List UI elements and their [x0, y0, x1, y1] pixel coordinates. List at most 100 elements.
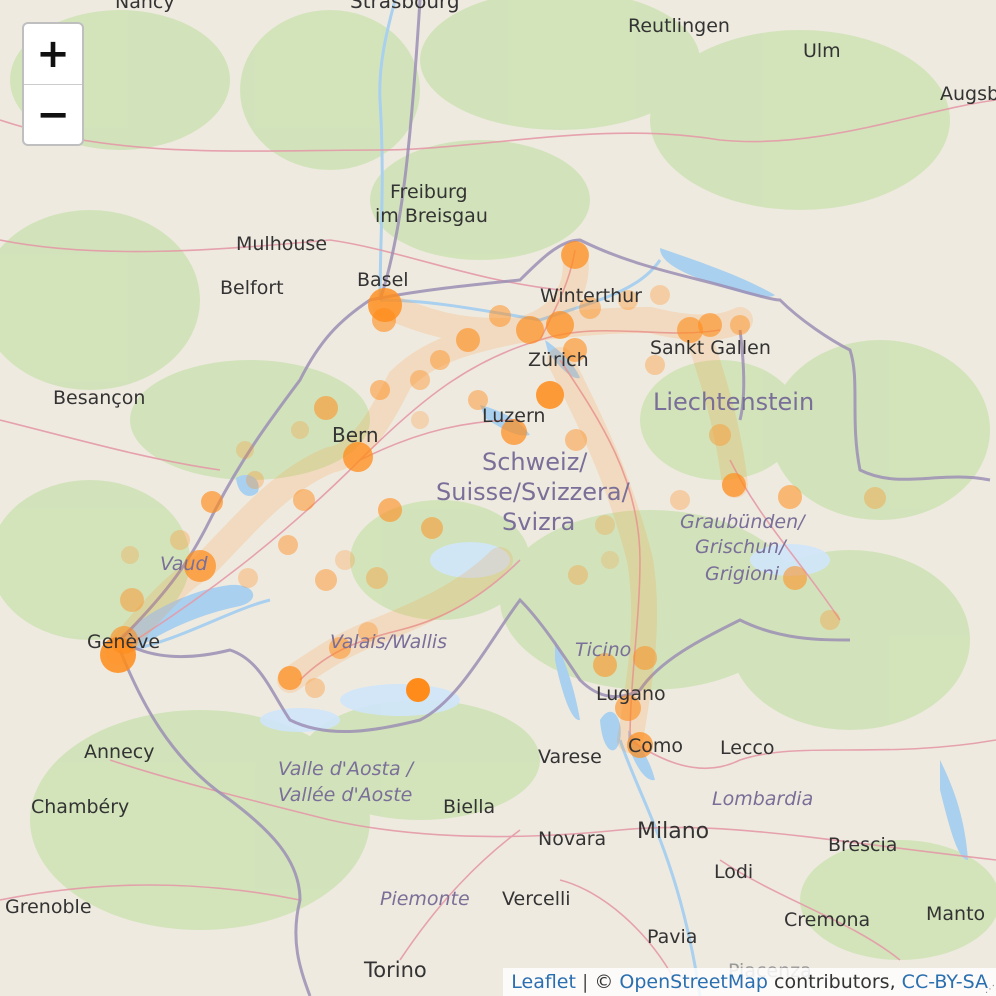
- label-lodi: Lodi: [714, 861, 753, 883]
- data-marker[interactable]: [536, 381, 564, 409]
- label-nancy: Nancy: [115, 0, 175, 13]
- label-valais: Valais/Wallis: [330, 631, 447, 653]
- zoom-control: + −: [22, 22, 84, 146]
- data-marker[interactable]: [278, 535, 298, 555]
- label-torino: Torino: [363, 958, 427, 982]
- data-marker[interactable]: [343, 442, 373, 472]
- label-piemonte: Piemonte: [380, 888, 470, 910]
- data-marker[interactable]: [315, 569, 337, 591]
- forest-areas: [0, 0, 996, 960]
- data-marker[interactable]: [546, 311, 574, 339]
- data-marker[interactable]: [278, 666, 302, 690]
- zoom-in-button[interactable]: +: [24, 24, 82, 85]
- lake-maggiore: [555, 640, 580, 721]
- data-marker[interactable]: [820, 610, 840, 630]
- data-marker[interactable]: [627, 732, 653, 758]
- data-marker[interactable]: [120, 588, 144, 612]
- data-marker[interactable]: [516, 316, 544, 344]
- zoom-out-button[interactable]: −: [36, 92, 70, 138]
- data-marker[interactable]: [358, 622, 378, 642]
- data-marker[interactable]: [618, 290, 638, 310]
- data-marker[interactable]: [709, 424, 731, 446]
- data-marker[interactable]: [335, 550, 355, 570]
- data-marker[interactable]: [670, 490, 690, 510]
- leaflet-link[interactable]: Leaflet: [511, 971, 576, 993]
- data-marker[interactable]: [238, 568, 258, 588]
- label-lugano: Lugano: [596, 683, 666, 705]
- data-marker[interactable]: [783, 566, 807, 590]
- data-marker[interactable]: [406, 678, 430, 702]
- label-sanktgallen: Sankt Gallen: [650, 337, 771, 359]
- data-marker[interactable]: [201, 491, 223, 513]
- data-marker[interactable]: [563, 338, 587, 362]
- data-marker[interactable]: [329, 637, 351, 659]
- data-marker[interactable]: [372, 308, 396, 332]
- label-vercelli: Vercelli: [502, 888, 571, 910]
- data-marker[interactable]: [370, 380, 390, 400]
- data-marker[interactable]: [595, 515, 615, 535]
- data-marker[interactable]: [456, 328, 480, 352]
- label-zurich: Zürich: [528, 349, 589, 371]
- data-marker[interactable]: [864, 487, 886, 509]
- data-marker[interactable]: [170, 530, 190, 550]
- data-marker[interactable]: [421, 517, 443, 539]
- license-link[interactable]: CC-BY-SA: [901, 971, 988, 993]
- lake-neuchatel: [236, 474, 259, 496]
- rivers: [129, 0, 702, 996]
- data-marker[interactable]: [110, 626, 138, 654]
- data-marker[interactable]: [305, 678, 325, 698]
- data-marker[interactable]: [378, 498, 402, 522]
- data-marker[interactable]: [565, 429, 587, 451]
- data-marker[interactable]: [561, 241, 589, 269]
- data-marker[interactable]: [291, 421, 309, 439]
- label-graubunden-2: Grischun/: [695, 536, 788, 558]
- label-milano: Milano: [637, 819, 709, 844]
- label-como: Como: [628, 735, 683, 757]
- data-marker[interactable]: [410, 370, 430, 390]
- country-borders: [118, 0, 991, 996]
- data-marker[interactable]: [615, 695, 641, 721]
- data-marker[interactable]: [593, 653, 617, 677]
- data-marker[interactable]: [489, 305, 511, 327]
- osm-link[interactable]: OpenStreetMap: [619, 971, 768, 993]
- data-marker[interactable]: [366, 567, 388, 589]
- data-marker[interactable]: [722, 473, 746, 497]
- label-mulhouse: Mulhouse: [236, 233, 327, 255]
- glaciers: [260, 542, 830, 732]
- label-mantova: Manto: [926, 903, 985, 925]
- data-marker[interactable]: [601, 551, 619, 569]
- label-freiburg: Freiburg: [390, 181, 468, 203]
- data-marker[interactable]: [645, 355, 665, 375]
- label-brescia: Brescia: [828, 834, 897, 856]
- data-marker[interactable]: [778, 485, 802, 509]
- label-ulm: Ulm: [803, 40, 841, 62]
- data-marker[interactable]: [236, 441, 254, 459]
- data-marker[interactable]: [121, 546, 139, 564]
- label-bern: Bern: [332, 423, 379, 447]
- data-marker[interactable]: [314, 396, 338, 420]
- data-marker[interactable]: [293, 489, 315, 511]
- data-marker[interactable]: [650, 285, 670, 305]
- data-marker[interactable]: [184, 550, 216, 582]
- label-cremona: Cremona: [784, 909, 870, 931]
- data-marker[interactable]: [698, 313, 722, 337]
- data-marker[interactable]: [501, 419, 527, 445]
- data-marker[interactable]: [568, 565, 588, 585]
- data-marker[interactable]: [677, 317, 703, 343]
- lake-lugano: [600, 711, 621, 751]
- label-annecy: Annecy: [84, 741, 154, 763]
- label-pavia: Pavia: [647, 926, 697, 948]
- data-marker[interactable]: [633, 646, 657, 670]
- label-lecco: Lecco: [720, 737, 774, 759]
- data-marker[interactable]: [730, 315, 750, 335]
- label-winterthur: Winterthur: [540, 285, 642, 307]
- label-reutlingen: Reutlingen: [628, 15, 730, 37]
- data-marker[interactable]: [411, 411, 429, 429]
- data-marker[interactable]: [430, 350, 450, 370]
- data-marker[interactable]: [468, 390, 488, 410]
- data-marker[interactable]: [579, 297, 601, 319]
- data-marker[interactable]: [246, 471, 264, 489]
- label-vaud: Vaud: [160, 553, 208, 575]
